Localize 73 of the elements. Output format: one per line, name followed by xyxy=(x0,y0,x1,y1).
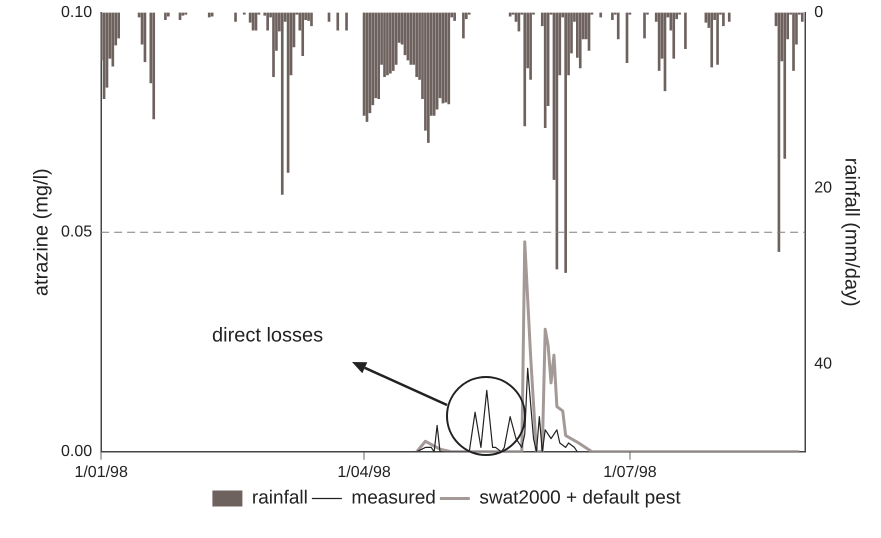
bar xyxy=(432,12,436,116)
bar xyxy=(272,12,275,78)
bar xyxy=(389,12,392,74)
bar xyxy=(643,12,646,38)
bar xyxy=(254,12,258,30)
bar xyxy=(716,12,719,65)
bar xyxy=(578,12,582,68)
bar xyxy=(658,12,660,71)
bar xyxy=(564,12,567,273)
bar xyxy=(152,12,156,120)
x-tick-label: 1/01/98 xyxy=(74,464,128,481)
bar xyxy=(252,12,254,30)
legend-label: measured xyxy=(351,488,436,509)
bar xyxy=(462,12,465,38)
x-tick-label: 1/07/98 xyxy=(603,464,657,481)
y-axis-title: atrazine (mg/l) xyxy=(30,168,53,296)
bar xyxy=(616,12,620,40)
bar xyxy=(427,12,430,143)
bar xyxy=(266,12,269,30)
bar xyxy=(710,12,714,68)
y2-tick-label: 40 xyxy=(814,355,832,372)
bar xyxy=(599,12,602,18)
annotation: direct losses xyxy=(212,324,324,347)
bar xyxy=(453,12,456,21)
bar xyxy=(144,12,146,62)
bar xyxy=(102,12,106,100)
legend-label: rainfall xyxy=(252,488,308,509)
y-tick-label: 0.05 xyxy=(61,224,92,241)
bar xyxy=(415,12,418,78)
bar xyxy=(409,12,412,65)
bar xyxy=(588,12,590,51)
bar xyxy=(672,12,676,59)
bar xyxy=(164,12,167,20)
bar xyxy=(310,12,313,26)
bar xyxy=(523,12,526,126)
bar xyxy=(208,12,211,18)
bar xyxy=(386,12,389,76)
bar xyxy=(377,12,380,100)
bar xyxy=(664,12,666,92)
bar xyxy=(383,12,386,78)
bar xyxy=(345,12,348,30)
legend-label: swat2000 + default pest xyxy=(479,488,682,509)
bar xyxy=(286,12,290,173)
bar xyxy=(328,12,330,22)
bar xyxy=(442,12,444,104)
bar xyxy=(611,12,614,20)
bar xyxy=(366,12,368,122)
bar xyxy=(182,12,184,16)
bar xyxy=(778,12,780,252)
y-tick-label: 0.00 xyxy=(61,443,92,460)
bar xyxy=(529,12,532,80)
bar xyxy=(792,12,795,71)
bar xyxy=(336,12,340,30)
bar xyxy=(684,12,687,49)
y2-tick-label: 0 xyxy=(814,4,824,22)
bar xyxy=(301,12,304,56)
bar xyxy=(178,12,182,20)
bar xyxy=(783,12,786,159)
bar xyxy=(518,12,520,32)
bar xyxy=(722,12,725,26)
bar xyxy=(111,12,114,67)
bar xyxy=(626,12,628,63)
bar xyxy=(447,12,450,104)
y2-axis-title: rainfall (mm/day) xyxy=(840,158,862,307)
bar xyxy=(444,12,448,103)
bar xyxy=(392,12,395,71)
bar xyxy=(556,12,558,270)
y-tick-label: 0.10 xyxy=(61,4,92,22)
bar xyxy=(234,12,237,22)
x-tick-label: 1/04/98 xyxy=(337,464,391,481)
bar xyxy=(544,12,547,128)
bar xyxy=(280,12,284,195)
y2-tick-label: 20 xyxy=(814,180,832,197)
